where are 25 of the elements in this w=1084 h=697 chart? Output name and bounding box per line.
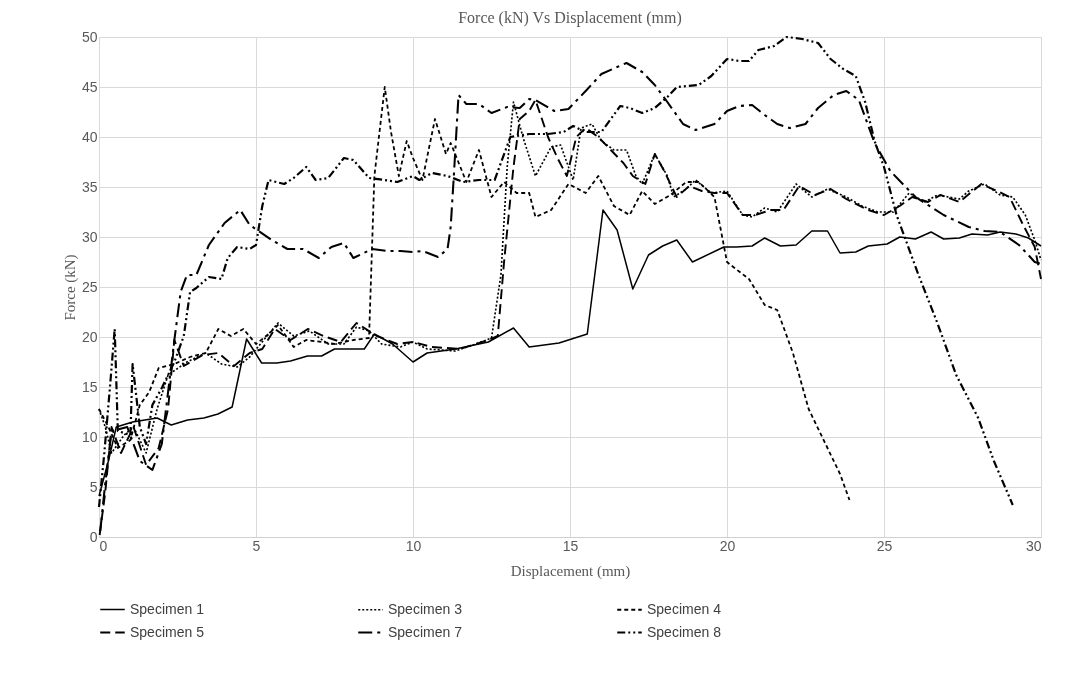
legend-label: Specimen 4 [647,600,722,617]
y-tick-label: 5 [89,478,98,495]
y-tick-label: 35 [81,178,98,195]
x-axis-title: Displacement (mm) [510,562,631,580]
x-tick-label: 15 [562,537,579,554]
legend-label: Specimen 8 [647,623,722,640]
chart-title: Force (kN) Vs Displacement (mm) [458,9,682,27]
y-axis-title: Force (kN) [61,254,79,321]
y-tick-label: 40 [81,128,98,145]
y-tick-label: 20 [81,328,98,345]
x-tick-label: 5 [252,537,261,554]
legend-label: Specimen 1 [130,600,205,617]
legend-label: Specimen 7 [388,623,463,640]
y-tick-label: 50 [81,28,98,45]
x-tick-label: 25 [876,537,893,554]
x-tick-label: 20 [719,537,736,554]
x-tick-label: 30 [1025,537,1042,554]
y-tick-label: 25 [81,278,98,295]
y-tick-label: 30 [81,228,98,245]
y-tick-label: 45 [81,78,98,95]
y-tick-label: 15 [81,378,98,395]
y-tick-label: 10 [81,428,98,445]
x-tick-label: 10 [405,537,422,554]
legend-label: Specimen 5 [130,623,205,640]
legend-label: Specimen 3 [388,600,463,617]
